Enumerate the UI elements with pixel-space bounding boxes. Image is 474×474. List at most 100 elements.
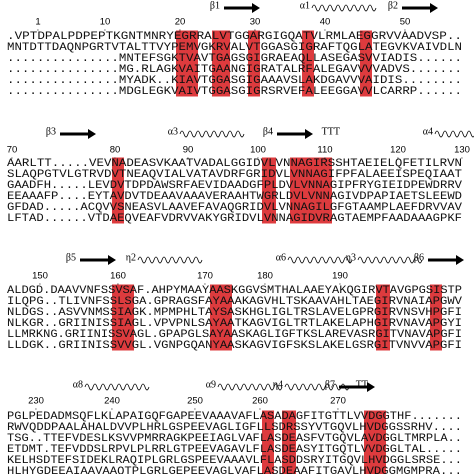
- ruler-dot: .: [11, 151, 14, 162]
- ruler-dot: .: [461, 151, 464, 162]
- conserved-column: [248, 30, 260, 97]
- structure-label: α9: [206, 379, 216, 390]
- sequence-row: LFTAD......VTDAEQVEAFVDRVVAKYGRIDVLVNNAG…: [7, 213, 462, 225]
- helix-coil: [179, 130, 245, 138]
- sequence-row: EEAAAFP....EYTAVDVTDEAAVAAAVERAAHTWGRLDV…: [7, 191, 462, 203]
- ruler-number: 230: [28, 396, 44, 407]
- ruler-dot: .: [111, 402, 114, 413]
- structure-label: β2: [388, 0, 398, 11]
- conserved-column: [376, 284, 390, 351]
- block-frame: [4, 409, 465, 474]
- strand-arrow-head: [252, 3, 260, 13]
- ruler-number: 50: [400, 17, 411, 28]
- sequence-row: HLHYGDEEAIAAVAAQTPLGRLGEPEEVAGLVAFLASDEA…: [7, 466, 462, 474]
- ruler-dot: .: [117, 277, 120, 288]
- sequence-row: ...............MYADK..KIAVTGGASGIGAAAVSL…: [7, 75, 462, 87]
- ruler-number: 160: [110, 271, 126, 282]
- ruler-dot: .: [204, 277, 207, 288]
- structure-label: β3: [46, 126, 56, 137]
- helix-coil: [217, 383, 283, 391]
- sequence-row: ILQPG..TLIVNFSSLSGA.GPRAGSFAYAAAKAGVHLTS…: [7, 296, 463, 308]
- conserved-column: [112, 157, 124, 224]
- sequence-row: ...............MNTEFSGKTVAVTGAGSGIGRAEAQ…: [7, 53, 462, 65]
- sequence-row: GAADFH.....LEVDVTDPDAWSRFAEVIDAADGFPLDVL…: [7, 180, 463, 192]
- ruler-dot: .: [324, 151, 327, 162]
- structure-label: α3: [168, 126, 178, 137]
- sequence-row: NLKGR..GRIINISSIAGL.VPVPNLSAYAATKAGVIGLT…: [7, 318, 462, 330]
- sequence-row: LLDGK..GRIINISSVVGL.VGNPGQANYAASKAGVIGFS…: [7, 340, 462, 352]
- structure-label: β7: [325, 379, 335, 390]
- conserved-column: [364, 410, 386, 474]
- structure-label: η2: [126, 252, 136, 263]
- ruler-number: 40: [320, 17, 331, 28]
- ruler-number: 250: [187, 396, 203, 407]
- ruler-dot: .: [337, 402, 340, 413]
- ruler-dot: .: [264, 277, 267, 288]
- conserved-column: [290, 157, 332, 224]
- ruler-number: 100: [250, 145, 266, 156]
- ruler-number: 70: [7, 145, 18, 156]
- ruler-number: 30: [250, 17, 261, 28]
- ruler-dot: .: [404, 23, 407, 34]
- sequence-row: GFDAD.....ACQVVSNEASVLAAVEFAVAQGRIDVLVNN…: [7, 202, 463, 214]
- ruler-number: 120: [390, 145, 406, 156]
- conserved-column: [262, 410, 274, 474]
- structure-label: β5: [66, 252, 76, 263]
- strand-arrow-head: [367, 382, 375, 392]
- ruler-dot: .: [259, 402, 262, 413]
- sequence-row: TSG..TTEFVDESLKSVVPMRRAGKPEEIAGLVAFLASDE…: [7, 433, 462, 445]
- ruler-dot: .: [187, 151, 190, 162]
- ruler-number: 170: [197, 271, 213, 282]
- conserved-column: [212, 30, 230, 97]
- ruler-dot: .: [254, 23, 257, 34]
- helix-coil: [284, 383, 350, 391]
- helix-coil: [84, 383, 150, 391]
- ruler-number: 10: [100, 17, 111, 28]
- block-frame: [4, 156, 465, 225]
- structure-label: β4: [263, 126, 273, 137]
- strand-arrow-head: [430, 3, 438, 13]
- strand-arrow-head: [456, 255, 464, 265]
- sequence-row: RWVQDDPAALAHALDVVPLHRLGSPEEVAGLIGFLLSDRS…: [7, 422, 462, 434]
- strand-arrow-head: [108, 255, 116, 265]
- ruler-number: 260: [252, 396, 268, 407]
- ruler-number: 270: [330, 396, 346, 407]
- sequence-row: AARLTT.....VEVNADEASVKAATVADALGGIDVLVNNA…: [7, 158, 462, 170]
- ruler-number: 90: [183, 145, 194, 156]
- sequence-row: SLAQPGTVLGTRVDVTNEAQVIALVATAVDRFGRIDVLVN…: [7, 169, 462, 181]
- conserved-column: [430, 284, 442, 351]
- helix-coil: [357, 256, 423, 264]
- sequence-row: PGLPEDADMSQFLKLAPAIGQFGAPEEVAAAVAFLASADA…: [7, 411, 462, 423]
- structure-label: TTT: [322, 126, 340, 137]
- structure-label: η3: [346, 252, 356, 263]
- sequence-row: MNTDTTDAQNPGRTVTALTTVYPEMVGKRVALVTGGASGI…: [7, 42, 462, 54]
- ruler-dot: .: [179, 23, 182, 34]
- ruler-number: 150: [32, 271, 48, 282]
- sequence-row: KELHSDTEFSIDEKLRAQIPLGRLGSPEEVAAAVLFLASD…: [7, 455, 462, 467]
- ruler-number: 20: [175, 17, 186, 28]
- conserved-column: [176, 30, 198, 97]
- ruler-number: 110: [317, 145, 332, 156]
- ruler-dot: .: [39, 277, 42, 288]
- strand-arrow-head: [305, 129, 313, 139]
- structure-label: α8: [73, 379, 83, 390]
- ruler-dot: .: [324, 23, 327, 34]
- helix-coil: [311, 4, 377, 12]
- structure-label: η4: [273, 379, 283, 390]
- ruler-dot: .: [257, 151, 260, 162]
- structure-label: α4: [423, 126, 433, 137]
- ruler-dot: .: [114, 151, 117, 162]
- block-frame: [4, 283, 465, 352]
- sequence-row: NLDGS..ASVVNMSSIAGK.MPMPHLTAYSASKHGLIGLT…: [7, 307, 462, 319]
- structure-label: TT: [356, 379, 368, 390]
- structure-label: α1: [300, 0, 310, 11]
- helix-coil: [287, 256, 353, 264]
- ruler-number: 80: [110, 145, 121, 156]
- sequence-row: .VPTDPALPDPEPTKGNTMNRYEGRRALVTGGARGIGQAT…: [7, 31, 462, 43]
- conserved-column: [262, 157, 276, 224]
- structure-label: β1: [210, 0, 220, 11]
- conserved-column: [282, 410, 296, 474]
- conserved-column: [210, 284, 232, 351]
- ruler-dot: .: [37, 23, 40, 34]
- ruler-dot: .: [104, 23, 107, 34]
